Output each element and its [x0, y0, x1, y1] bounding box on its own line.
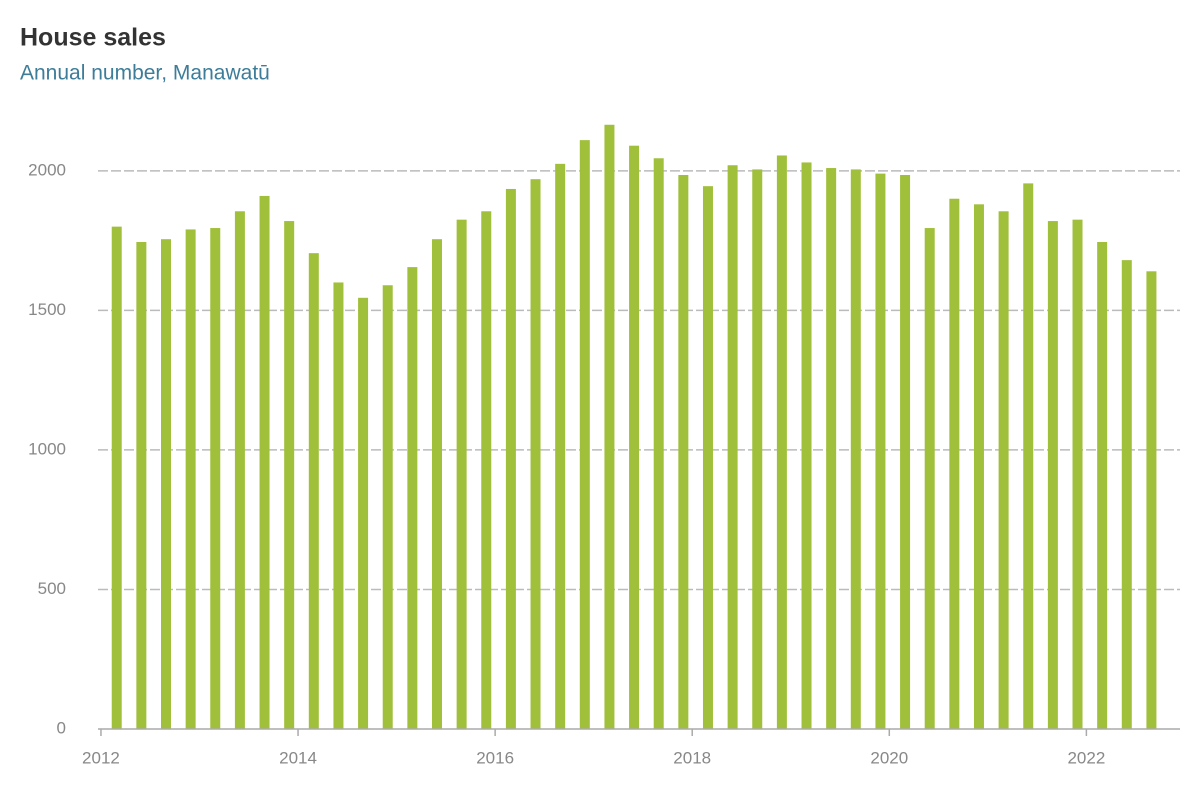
- bar: [875, 173, 886, 730]
- bar: [678, 175, 689, 730]
- bar: [900, 175, 911, 730]
- bar: [333, 282, 344, 729]
- bar: [505, 188, 516, 729]
- bar: [949, 198, 960, 729]
- bar: [234, 211, 245, 729]
- bar: [1121, 260, 1132, 729]
- bar: [801, 162, 812, 730]
- bar: [136, 241, 147, 729]
- bar: [1047, 221, 1058, 729]
- x-tick-label: 2012: [82, 748, 120, 767]
- x-tick-label: 2014: [279, 748, 317, 767]
- bar: [1146, 271, 1157, 729]
- bar: [407, 267, 418, 729]
- bar: [998, 211, 1009, 729]
- y-tick-label: 1000: [28, 439, 66, 458]
- bar: [850, 169, 861, 729]
- bar: [604, 124, 615, 729]
- bar: [702, 186, 713, 729]
- bar: [259, 195, 270, 729]
- y-tick-label: 2000: [28, 160, 66, 179]
- bar: [973, 204, 984, 730]
- bar: [185, 229, 196, 729]
- bar: [308, 253, 319, 729]
- y-tick-label: 500: [38, 579, 66, 598]
- bar: [1072, 219, 1083, 729]
- bar: [752, 169, 763, 729]
- bar: [826, 168, 837, 729]
- x-tick-label: 2018: [673, 748, 711, 767]
- bar: [924, 228, 935, 730]
- y-tick-label: 0: [57, 718, 66, 737]
- chart-title: House sales: [20, 24, 166, 52]
- x-tick-label: 2022: [1067, 748, 1105, 767]
- bar: [629, 145, 640, 729]
- bar: [1023, 183, 1034, 730]
- chart-subtitle: Annual number, Manawatū: [20, 62, 270, 85]
- x-tick-label: 2016: [476, 748, 514, 767]
- bar: [210, 228, 221, 730]
- bar: [727, 165, 738, 730]
- bar: [160, 239, 171, 730]
- bar: [456, 219, 467, 729]
- bar: [530, 179, 541, 729]
- bar: [431, 239, 442, 730]
- bar: [1097, 241, 1108, 729]
- y-tick-label: 1500: [28, 300, 66, 319]
- bar: [481, 211, 492, 729]
- bar: [358, 297, 369, 729]
- bar: [284, 221, 295, 729]
- bar: [555, 163, 566, 729]
- bar: [653, 158, 664, 729]
- bar: [579, 140, 590, 730]
- bar: [111, 226, 122, 730]
- bar: [382, 285, 393, 729]
- x-tick-label: 2020: [870, 748, 908, 767]
- bar: [776, 155, 787, 729]
